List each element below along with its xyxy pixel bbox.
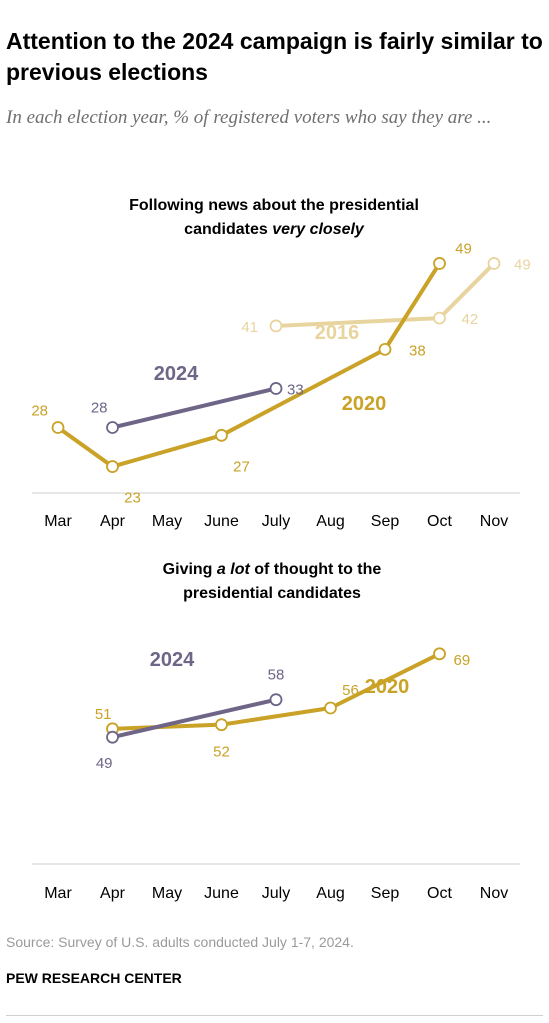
chart-very-closely: Following news about the presidential can… [31,197,531,530]
x-tick-label-june: June [204,513,239,530]
data-label-2024-july: 58 [268,667,285,684]
data-point-2024-july [269,382,283,395]
data-label-2024-july: 33 [287,381,304,398]
data-label-2020-apr: 23 [124,490,141,507]
x-tick-label-june: June [204,885,239,902]
x-tick-label-may: May [152,513,182,530]
x-tick-label-may: May [152,885,182,902]
data-label-2024-apr: 49 [96,755,113,772]
data-point-2016-nov [487,257,501,270]
x-tick-label-july: July [262,513,290,530]
data-label-2020-june: 27 [233,458,250,475]
series-line-2024 [110,697,278,740]
data-point-2016-july [269,319,283,333]
data-label-2020-aug: 56 [342,682,359,699]
x-tick-label-mar: Mar [44,513,72,530]
series-line-2020 [110,651,442,731]
x-tick-label-oct: Oct [427,885,452,902]
chart-subtitle: In each election year, % of registered v… [6,107,492,128]
data-point-2020-june [215,718,228,732]
data-label-2016-july: 41 [241,319,258,336]
data-point-2020-aug [324,701,337,715]
data-label-2020-oct: 49 [455,240,472,257]
bottom-divider [6,1015,543,1016]
x-tick-label-apr: Apr [100,885,126,902]
x-tick-label-aug: Aug [316,513,344,530]
data-point-2020-apr [106,460,119,473]
x-tick-label-nov: Nov [480,885,508,902]
chart-a-lot-of-thought: Giving a lot of thought to the presidenti… [32,561,520,902]
data-point-2024-apr [106,730,119,744]
data-point-2024-july [269,693,283,707]
data-label-2016-nov: 49 [514,256,531,273]
series-label-2024: 2024 [154,363,199,385]
x-tick-label-july: July [262,885,290,902]
data-label-2020-mar: 28 [31,403,48,420]
x-tick-label-aug: Aug [316,885,344,902]
series-label-2024: 2024 [150,649,195,671]
source-note: Source: Survey of U.S. adults conducted … [6,934,354,950]
x-tick-label-sep: Sep [371,513,400,530]
data-point-2024-apr [106,421,119,434]
series-label-2020: 2020 [365,676,410,698]
data-point-2020-june [215,428,228,442]
data-point-2020-mar [51,421,65,434]
x-tick-label-sep: Sep [371,885,400,902]
x-tick-label-mar: Mar [44,885,72,902]
panel-title-line-1: Following news about the presidential [129,197,419,214]
data-label-2020-oct: 69 [454,652,471,669]
data-label-2020-sep: 38 [409,342,426,359]
panel-title-line-1: Giving a lot of thought to the [163,561,382,578]
data-label-2016-oct: 42 [462,311,479,328]
series-line-2024 [110,386,278,430]
data-label-2024-apr: 28 [91,400,108,417]
data-point-2020-oct [433,257,446,270]
data-label-2020-june: 52 [213,744,230,761]
data-point-2016-oct [433,311,446,325]
data-point-2020-sep [378,342,392,356]
chart-title: Attention to the 2024 campaign is fairly… [6,28,543,85]
series-label-2020: 2020 [342,393,387,415]
series-label-2016: 2016 [315,322,360,344]
data-point-2020-oct [433,647,446,661]
x-tick-label-apr: Apr [100,513,126,530]
series-line-2020 [56,261,442,469]
panel-title-line-2: candidates very closely [184,221,365,238]
x-tick-label-oct: Oct [427,513,452,530]
panel-title-line-2: presidential candidates [183,585,361,602]
org-name: PEW RESEARCH CENTER [6,970,182,986]
data-label-2020-apr: 51 [95,706,112,723]
x-tick-label-nov: Nov [480,513,508,530]
